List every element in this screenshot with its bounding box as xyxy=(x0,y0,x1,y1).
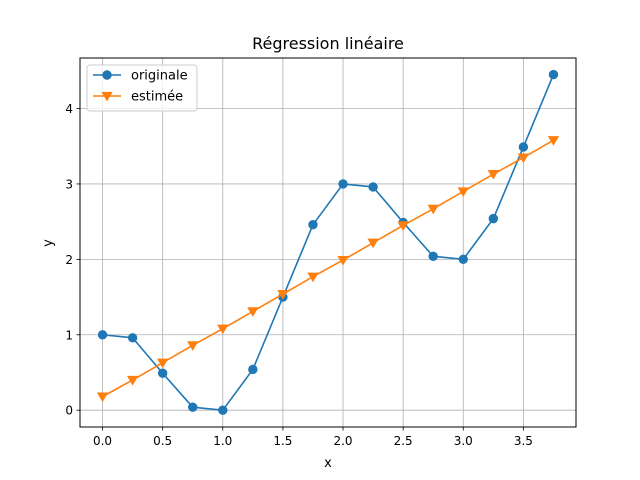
legend-label: estimée xyxy=(131,90,183,105)
data-point xyxy=(248,364,258,375)
data-point xyxy=(96,392,109,403)
data-point xyxy=(488,213,499,224)
legend-label: originale xyxy=(131,69,188,84)
data-point xyxy=(217,324,229,335)
legend-box xyxy=(86,64,198,112)
data-point xyxy=(307,272,319,283)
data-point xyxy=(487,170,500,180)
grid-lines xyxy=(80,58,576,427)
data-point xyxy=(397,221,409,231)
data-point xyxy=(548,69,559,80)
data-point xyxy=(427,204,439,215)
data-point xyxy=(428,251,438,262)
y-tick-label: 2 xyxy=(65,253,73,267)
series-line xyxy=(101,73,555,411)
y-tick-label: 3 xyxy=(65,177,73,191)
x-tick-label: 1.0 xyxy=(213,434,232,448)
axis-ticks: 0.0 0.5 1.0 1.5 2.0 2.5 3.0 3.5 0 1 2 3 4 xyxy=(65,102,533,448)
x-tick-label: 0.0 xyxy=(93,434,112,448)
axes-frame xyxy=(79,57,577,428)
x-tick-label: 3.0 xyxy=(454,434,473,448)
x-tick-label: 3.5 xyxy=(514,434,533,448)
series-estimee xyxy=(96,136,560,403)
data-point xyxy=(338,179,348,189)
y-tick-label: 4 xyxy=(65,102,73,116)
series-layer xyxy=(96,69,560,415)
data-point xyxy=(277,289,289,300)
legend: originale estimée xyxy=(86,64,198,112)
y-axis-label: y xyxy=(41,239,56,247)
data-point xyxy=(308,219,318,230)
data-point xyxy=(368,182,378,192)
x-tick-label: 0.5 xyxy=(153,434,172,448)
x-tick-label: 1.5 xyxy=(273,434,292,448)
data-point xyxy=(337,256,349,266)
data-point xyxy=(517,153,530,164)
legend-marker xyxy=(101,91,113,102)
series-line xyxy=(101,139,555,398)
data-point xyxy=(457,187,469,198)
chart-title: Régression linéaire xyxy=(252,34,404,53)
data-point xyxy=(367,238,379,249)
series-originale xyxy=(97,69,559,415)
data-point xyxy=(127,333,138,343)
data-point xyxy=(458,254,468,265)
data-point xyxy=(126,375,139,386)
data-point xyxy=(218,405,228,415)
x-axis-label: x xyxy=(324,456,332,471)
legend-marker xyxy=(102,70,112,80)
legend-entries: originale estimée xyxy=(93,69,188,105)
data-point xyxy=(547,136,560,146)
data-point xyxy=(97,330,108,340)
y-tick-label: 0 xyxy=(65,404,73,418)
data-point xyxy=(157,368,168,378)
x-tick-label: 2.0 xyxy=(333,434,352,448)
data-point xyxy=(518,142,529,152)
x-tick-label: 2.5 xyxy=(394,434,413,448)
data-point xyxy=(247,307,259,317)
data-point xyxy=(187,341,199,351)
data-point xyxy=(156,358,169,369)
y-tick-label: 1 xyxy=(65,328,73,342)
data-point xyxy=(188,402,198,412)
